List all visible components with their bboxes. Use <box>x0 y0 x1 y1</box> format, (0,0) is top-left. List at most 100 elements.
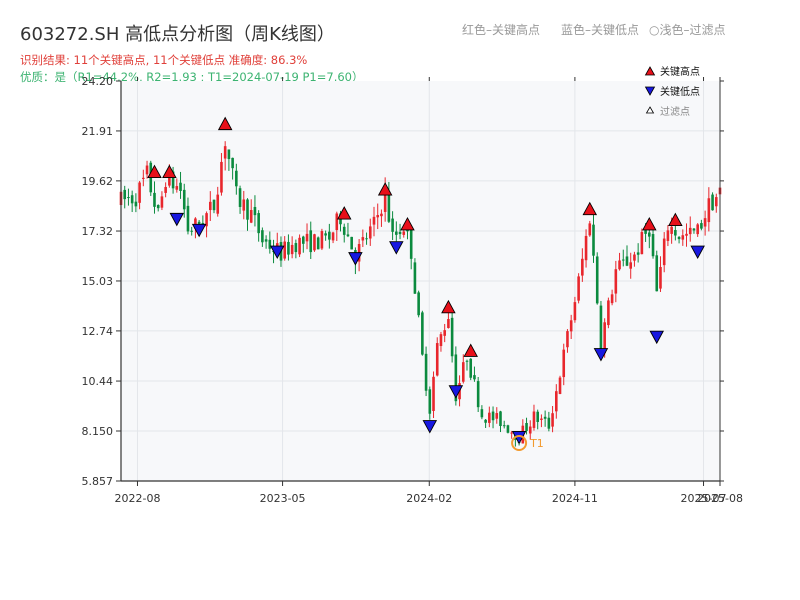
legend-filtered-label: 过滤点 <box>660 105 690 118</box>
candle-body <box>372 216 376 225</box>
candle-body <box>566 331 569 348</box>
y-tick-label: 19.62 <box>82 175 114 188</box>
candle-body <box>677 236 681 240</box>
key-high-marker <box>668 212 683 227</box>
candle-body <box>618 260 621 270</box>
t1-ring <box>511 434 528 451</box>
x-tick-label: 2025-08 <box>697 492 743 505</box>
candle-body <box>633 254 636 261</box>
legend-filtered: ○浅色–过滤点 <box>649 23 726 37</box>
y-tick-label: 12.74 <box>82 325 114 338</box>
candle-body <box>145 165 149 175</box>
candle-body <box>465 360 469 362</box>
candle-body <box>205 213 208 227</box>
candle-body <box>696 224 699 235</box>
candle-body <box>499 411 502 427</box>
chart-legend: 关键高点 关键低点 过滤点 <box>644 65 700 118</box>
candle-body <box>502 425 506 427</box>
candle-body <box>179 182 182 191</box>
candle-body <box>335 213 339 231</box>
candle-body <box>153 192 156 207</box>
candle-body <box>130 195 134 204</box>
y-tick-label: 5.857 <box>82 475 114 488</box>
candle-body <box>439 334 443 347</box>
key-low-marker <box>593 348 609 362</box>
candle-body <box>621 259 625 261</box>
candle-body <box>506 425 510 433</box>
key-high-marker <box>377 182 393 196</box>
candle-body <box>577 276 580 301</box>
candle-body <box>168 170 171 186</box>
candle-body <box>651 234 655 257</box>
candle-body <box>685 233 688 236</box>
legend-filtered-icon <box>645 106 655 114</box>
candle-body <box>324 233 327 236</box>
y-tick-label: 15.03 <box>82 275 114 288</box>
x-tick-label: 2025-07 <box>681 492 727 505</box>
candle-body <box>368 226 372 239</box>
t1-label: T1 <box>529 437 544 450</box>
candle-body <box>614 269 618 294</box>
candle-body <box>603 322 606 354</box>
candle-body <box>554 391 558 412</box>
candle-body <box>413 262 417 294</box>
candle-body <box>305 233 309 242</box>
candle-body <box>261 230 264 243</box>
candle-body <box>625 256 629 266</box>
candle-body <box>662 238 666 266</box>
candle-body <box>629 262 633 269</box>
candle-body <box>346 234 350 237</box>
legend-red-high: 红色–关键高点 <box>462 23 541 37</box>
candle-body <box>138 182 141 203</box>
candle-body <box>424 353 428 391</box>
candle-body <box>242 199 246 211</box>
candle-body <box>674 230 677 236</box>
candle-body <box>376 215 380 218</box>
candle-body <box>584 235 588 261</box>
candle-body <box>290 244 294 255</box>
key-low-marker <box>348 252 363 266</box>
candle-body <box>268 239 272 249</box>
candle-body <box>428 389 432 414</box>
legend-blue-low: 蓝色–关键低点 <box>561 23 640 37</box>
axes: 5.857 8.150 10.44 12.74 15.03 17.32 19.62 21.91… <box>82 75 743 505</box>
candle-body <box>640 232 644 255</box>
legend-low-icon <box>644 86 656 96</box>
candle-body <box>246 199 249 220</box>
candle-body <box>365 238 368 240</box>
key-low-marker <box>448 385 464 399</box>
key-high-marker <box>642 216 657 231</box>
candle-body <box>134 201 138 207</box>
candle-body <box>692 228 696 231</box>
candle-body <box>528 426 532 434</box>
candle-body <box>253 206 257 216</box>
candle-body <box>581 258 584 276</box>
key-point-markers: T1 <box>147 116 705 451</box>
candle-body <box>398 231 402 235</box>
candle-body <box>666 230 670 241</box>
key-high-marker <box>162 164 177 179</box>
candle-body <box>700 223 703 229</box>
candle-body <box>588 223 592 236</box>
candle-body <box>707 198 711 223</box>
candle-body <box>569 320 573 332</box>
candle-body <box>543 416 547 419</box>
candle-body <box>454 354 458 402</box>
candle-body <box>547 417 551 429</box>
candle-body <box>395 231 398 235</box>
candle-body <box>540 418 543 420</box>
candle-body <box>409 228 413 259</box>
candle-body <box>510 432 513 434</box>
candle-body <box>532 411 536 428</box>
candle-body <box>164 186 167 193</box>
candle-body <box>402 231 406 235</box>
candle-body <box>216 194 220 214</box>
candle-body <box>361 237 365 241</box>
candle-body <box>488 412 491 423</box>
x-tick-label: 2024-11 <box>552 492 598 505</box>
chart-title: 603272.SH 高低点分析图（周K线图） <box>20 24 335 45</box>
candle-body <box>473 375 476 380</box>
candle-body <box>421 312 424 355</box>
candle-body <box>681 235 685 240</box>
result-summary: 识别结果: 11个关键高点, 11个关键低点 准确度: 86.3% <box>20 53 308 67</box>
